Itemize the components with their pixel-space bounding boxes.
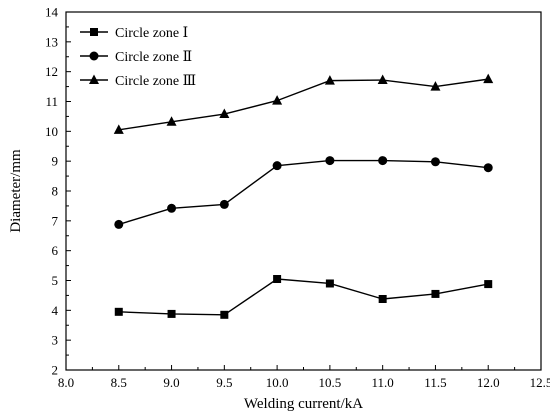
y-tick-label: 8 xyxy=(52,184,59,199)
plot-frame xyxy=(65,11,542,371)
series-2-point xyxy=(430,157,440,167)
series-3-point xyxy=(483,73,494,84)
x-tick-label: 12.0 xyxy=(477,375,500,390)
legend-marker xyxy=(89,51,99,61)
series-1-point xyxy=(114,307,123,316)
y-axis-title: Diameter/mm xyxy=(8,149,24,233)
y-tick-label: 6 xyxy=(52,243,59,258)
series-1-point xyxy=(273,275,282,284)
legend-label: Circle zone Ⅲ xyxy=(115,74,196,89)
y-tick-label: 12 xyxy=(45,64,58,79)
series-line-2 xyxy=(118,159,489,226)
x-tick-label: 10.5 xyxy=(319,375,342,390)
series-line-3 xyxy=(118,78,489,131)
y-tick-label: 10 xyxy=(45,124,58,139)
x-tick-label: 11.5 xyxy=(424,375,446,390)
series-1-point xyxy=(431,289,440,298)
x-tick-label: 9.5 xyxy=(216,375,232,390)
y-tick-label: 4 xyxy=(52,303,59,318)
legend-marker xyxy=(90,28,98,36)
series-2-point xyxy=(483,163,493,173)
y-tick-label: 11 xyxy=(45,94,58,109)
legend-marker xyxy=(89,74,99,84)
series-2-point xyxy=(114,219,124,229)
y-tick-label: 2 xyxy=(52,363,59,378)
x-tick-label: 12.5 xyxy=(530,375,550,390)
series-3-point xyxy=(272,95,283,105)
y-tick-label: 7 xyxy=(52,213,59,228)
series-2-point xyxy=(167,203,177,213)
plot-area: 8.0 8.5 9.0 9.5 10.0 10.5 11.0 11.5 12.0 12.5 2 3 4 5… xyxy=(8,5,550,413)
series-3-point xyxy=(113,124,124,134)
y-tick-label: 3 xyxy=(52,333,59,348)
series-3-point xyxy=(324,75,335,85)
x-tick-label: 10.0 xyxy=(266,375,289,390)
series-3-point xyxy=(430,81,441,91)
legend-label: Circle zone Ⅰ xyxy=(115,26,188,41)
series-1-point xyxy=(484,280,493,289)
series-line-1 xyxy=(118,278,489,316)
x-axis-title: Welding current/kA xyxy=(244,396,363,412)
legend-label: Circle zone Ⅱ xyxy=(115,50,192,65)
x-tick-label: 9.0 xyxy=(163,375,179,390)
series-3-point xyxy=(166,116,177,126)
y-tick-label: 13 xyxy=(45,34,58,49)
y-tick-label: 14 xyxy=(45,5,59,20)
y-tick-label: 5 xyxy=(52,273,59,288)
series-1-point xyxy=(325,279,334,288)
x-tick-label: 8.0 xyxy=(58,375,74,390)
series-1-point xyxy=(167,309,176,318)
series-2-point xyxy=(272,161,282,171)
series-2-point xyxy=(219,199,229,209)
series-3-point xyxy=(377,74,388,85)
series-2-point xyxy=(378,156,388,166)
series-3-point xyxy=(219,108,230,119)
series-2-point xyxy=(325,156,335,166)
series-1-point xyxy=(220,310,229,319)
x-tick-label: 11.0 xyxy=(372,375,394,390)
x-tick-label: 8.5 xyxy=(111,375,127,390)
series-1-point xyxy=(378,294,387,303)
y-tick-label: 9 xyxy=(52,154,59,169)
